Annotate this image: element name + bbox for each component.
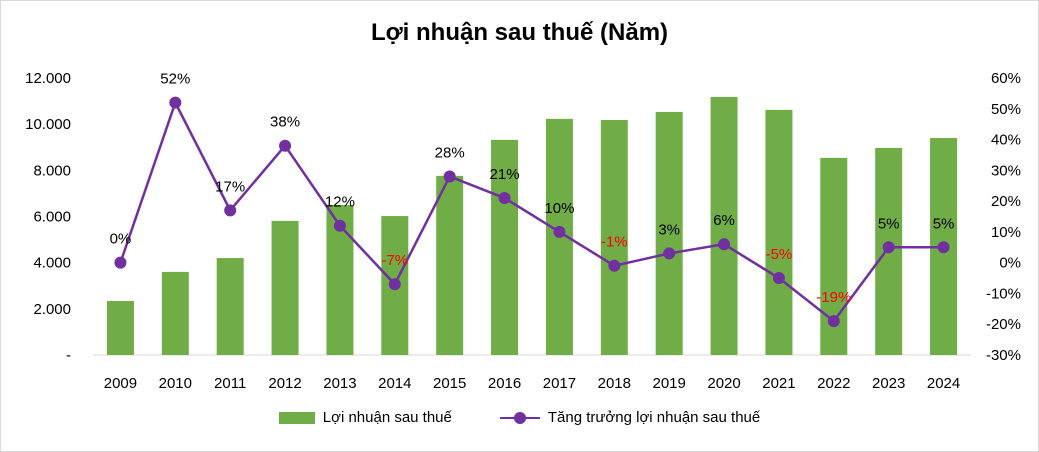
- y-left-tick-label: 2.000: [33, 301, 71, 318]
- y-right-tick-label: 50%: [991, 101, 1021, 118]
- x-tick-label: 2011: [214, 375, 246, 392]
- x-tick-label: 2013: [323, 375, 356, 392]
- legend: Lợi nhuận sau thuế Tăng trưởng lợi nhuận…: [1, 409, 1038, 426]
- bar: [655, 111, 683, 356]
- x-tick-label: 2017: [543, 375, 576, 392]
- y-right-tick-label: 40%: [991, 132, 1021, 149]
- legend-label-line: Tăng trưởng lợi nhuận sau thuế: [547, 409, 761, 426]
- bar: [161, 271, 189, 355]
- data-label: 21%: [490, 166, 520, 183]
- x-tick-label: 2009: [104, 375, 137, 392]
- y-left-tick-label: 6.000: [33, 209, 71, 226]
- growth-point: [663, 247, 676, 260]
- growth-point: [443, 170, 456, 183]
- data-label: 0%: [110, 231, 132, 248]
- x-tick-label: 2015: [433, 375, 466, 392]
- data-label: 10%: [544, 200, 574, 217]
- y-right-tick-label: 60%: [991, 70, 1021, 87]
- x-tick-label: 2024: [927, 375, 960, 392]
- legend-item-bar: Lợi nhuận sau thuế: [278, 409, 452, 426]
- y-right-tick-label: 20%: [991, 193, 1021, 210]
- growth-point: [169, 96, 182, 109]
- y-left-tick-label: 8.000: [33, 162, 71, 179]
- growth-point: [388, 278, 401, 291]
- chart-title: Lợi nhuận sau thuế (Năm): [370, 19, 669, 46]
- data-label: -1%: [601, 234, 628, 251]
- data-label: 28%: [435, 144, 465, 161]
- x-tick-label: 2018: [598, 375, 631, 392]
- growth-point: [333, 219, 346, 232]
- data-label: 5%: [878, 215, 900, 232]
- growth-line: [119, 99, 944, 323]
- bar: [216, 258, 244, 355]
- y-left-tick-label: -: [66, 347, 71, 364]
- x-tick-label: 2019: [653, 375, 686, 392]
- legend-swatch-bar: [278, 411, 315, 424]
- bar: [271, 220, 299, 355]
- data-label: 3%: [658, 221, 680, 238]
- x-tick-label: 2010: [159, 375, 192, 392]
- growth-point: [772, 272, 785, 285]
- x-tick-label: 2020: [707, 375, 740, 392]
- bar: [710, 96, 738, 355]
- growth-point: [498, 192, 511, 205]
- x-tick-label: 2012: [268, 375, 301, 392]
- y-right-tick-label: -10%: [986, 285, 1021, 302]
- growth-point: [553, 225, 566, 238]
- x-tick-label: 2023: [872, 375, 905, 392]
- growth-point: [279, 139, 292, 152]
- data-label: 17%: [215, 178, 245, 195]
- y-left-tick-label: 12.000: [25, 70, 71, 87]
- data-label: 38%: [270, 114, 300, 131]
- growth-point: [827, 315, 840, 328]
- data-label: 5%: [933, 215, 955, 232]
- y-left-tick-label: 10.000: [25, 116, 71, 133]
- y-right-tick-label: -20%: [986, 316, 1021, 333]
- legend-item-line: Tăng trưởng lợi nhuận sau thuế: [499, 409, 761, 426]
- x-tick-label: 2014: [378, 375, 411, 392]
- x-tick-label: 2016: [488, 375, 521, 392]
- bar: [106, 300, 134, 355]
- x-tick-label: 2022: [817, 375, 850, 392]
- growth-point: [114, 256, 127, 269]
- y-right-tick-label: 10%: [991, 224, 1021, 241]
- bar: [491, 139, 519, 355]
- legend-swatch-line: [499, 411, 540, 424]
- bar: [600, 120, 628, 356]
- data-label: 6%: [713, 212, 735, 229]
- y-right-tick-label: 30%: [991, 162, 1021, 179]
- y-right-tick-label: 0%: [999, 255, 1021, 272]
- bar: [436, 175, 464, 355]
- y-right-tick-label: -30%: [986, 347, 1021, 364]
- data-label: 52%: [160, 71, 190, 88]
- data-label: 12%: [325, 194, 355, 211]
- data-label: -19%: [816, 289, 851, 306]
- y-left-tick-label: 4.000: [33, 255, 71, 272]
- data-label: -7%: [381, 252, 408, 269]
- growth-point: [608, 259, 621, 272]
- growth-point: [937, 241, 950, 254]
- data-label: -5%: [766, 246, 793, 263]
- bar: [765, 109, 793, 355]
- growth-point: [224, 204, 237, 217]
- growth-point: [718, 238, 731, 251]
- x-tick-label: 2021: [762, 375, 795, 392]
- legend-label-bar: Lợi nhuận sau thuế: [322, 409, 452, 426]
- growth-point: [882, 241, 895, 254]
